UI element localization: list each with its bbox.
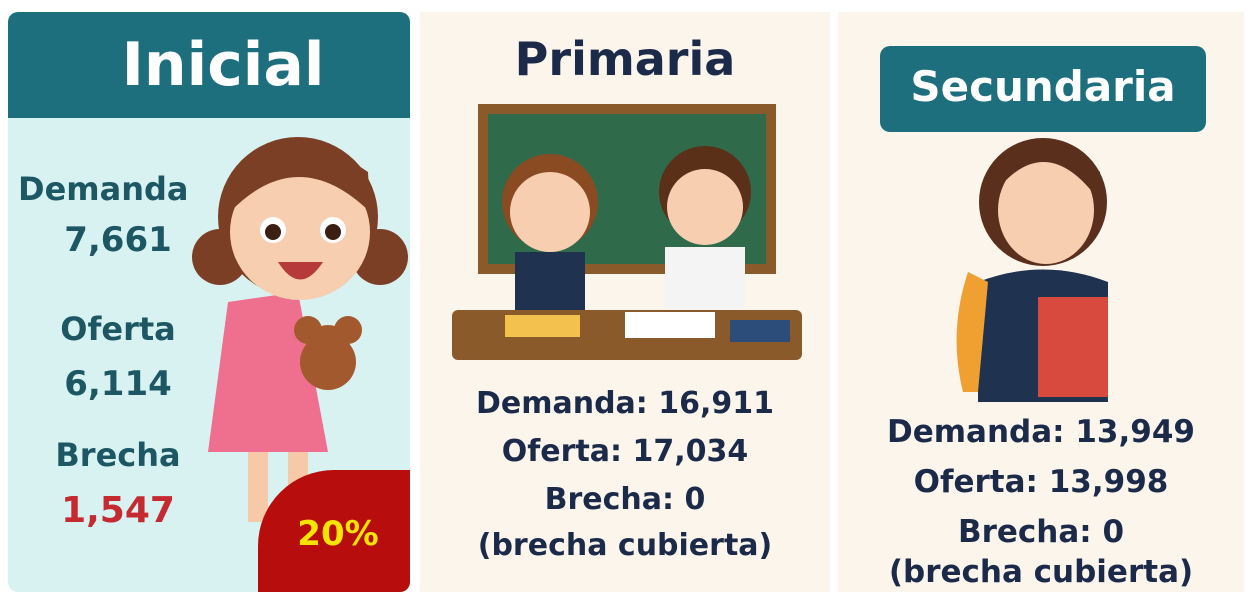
- title: Inicial: [8, 30, 410, 100]
- text-line: Brecha: 0: [420, 482, 830, 517]
- value: 1,547: [8, 490, 228, 531]
- text-line: Demanda: 13,949: [838, 414, 1244, 450]
- badge: 20%: [278, 514, 398, 554]
- value: 7,661: [8, 220, 228, 260]
- label: Demanda: [18, 170, 218, 208]
- panel-inicial: Inicial Demanda 7,661 Oferta 6,114 Brech…: [8, 12, 410, 592]
- text-line: Oferta: 13,998: [838, 464, 1244, 500]
- value: 6,114: [8, 364, 228, 404]
- page: Inicial Demanda 7,661 Oferta 6,114 Brech…: [0, 0, 1248, 596]
- infographic: Inicial Demanda 7,661 Oferta 6,114 Brech…: [0, 0, 1248, 596]
- label: Oferta: [8, 310, 228, 348]
- panel-secundaria: Secundaria Demanda: 13,949 Oferta: 13,99…: [838, 12, 1244, 592]
- text-line: (brecha cubierta): [420, 528, 830, 563]
- panel-primaria: Primaria Demanda: 16,911 Oferta: 17,034 …: [420, 12, 830, 592]
- text-line: Oferta: 17,034: [420, 434, 830, 469]
- text-line: Demanda: 16,911: [420, 386, 830, 421]
- title: Secundaria: [880, 62, 1206, 111]
- title: Primaria: [420, 32, 830, 86]
- label: Brecha: [8, 436, 228, 474]
- text-line: Brecha: 0: [838, 514, 1244, 550]
- text-line: (brecha cubierta): [838, 554, 1244, 590]
